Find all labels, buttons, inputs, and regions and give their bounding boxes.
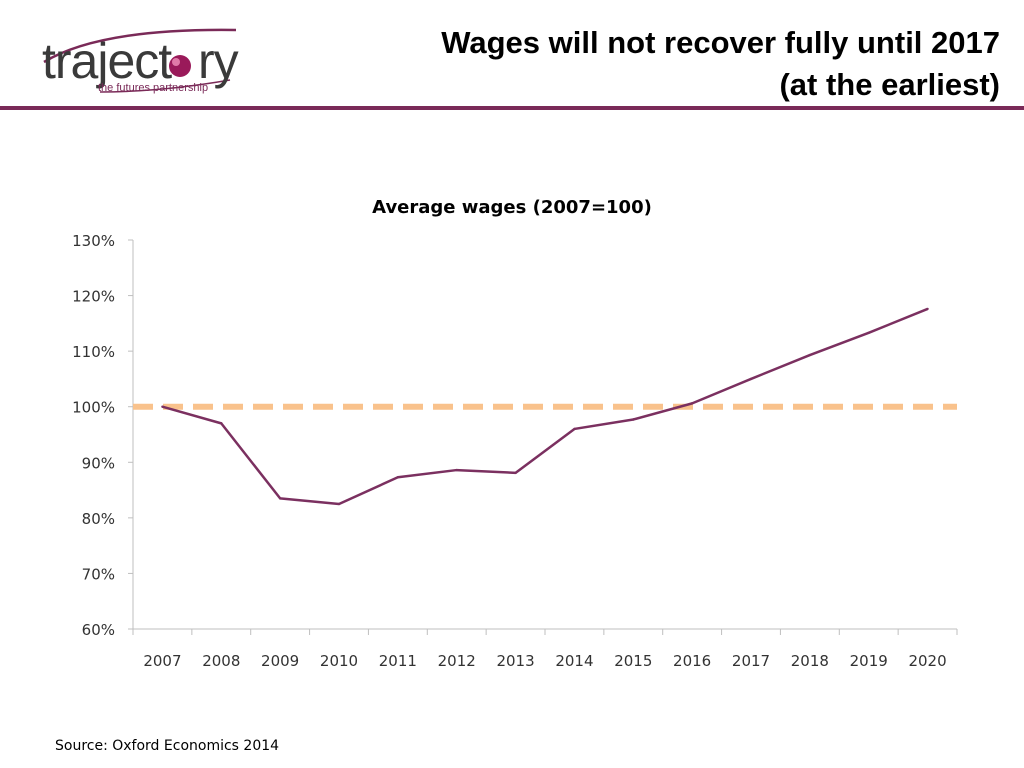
data-point: [220, 422, 223, 425]
series-line: [162, 307, 929, 506]
x-tick-label: 2017: [732, 652, 770, 670]
y-tick-label: 100%: [72, 399, 115, 417]
data-point: [690, 402, 694, 405]
x-tick-label: 2011: [379, 652, 417, 670]
x-tick-label: 2019: [850, 652, 888, 670]
x-tick-label: 2014: [555, 652, 593, 670]
slide-title: Wages will not recover fully until 2017 …: [360, 22, 1000, 106]
chart-title: Average wages (2007=100): [372, 197, 652, 218]
y-tick-label: 90%: [82, 454, 115, 472]
y-tick-label: 70%: [82, 565, 115, 583]
x-tick-label: 2008: [202, 652, 240, 670]
y-tick-label: 130%: [72, 232, 115, 250]
source-note: Source: Oxford Economics 2014: [55, 738, 280, 754]
y-tick-label: 110%: [72, 343, 115, 361]
logo-wordmark: trajectory: [42, 33, 239, 89]
x-tick-label: 2013: [496, 652, 534, 670]
logo-swoosh-icon: [43, 28, 237, 93]
x-tick-label: 2020: [908, 652, 946, 670]
data-point: [573, 427, 576, 431]
data-point: [749, 377, 753, 381]
data-point: [396, 476, 400, 479]
slide-title-line-2: (at the earliest): [779, 67, 1000, 102]
data-point: [867, 331, 870, 335]
x-tick-label: 2015: [614, 652, 652, 670]
x-tick-label: 2012: [438, 652, 476, 670]
trajectory-logo: trajectory the futures partnership: [40, 22, 240, 102]
data-point: [926, 307, 929, 311]
data-point: [337, 502, 341, 506]
data-point: [278, 497, 282, 500]
logo-tagline: the futures partnership: [98, 82, 209, 94]
y-tick-label: 120%: [72, 288, 115, 306]
data-point: [161, 405, 164, 408]
x-tick-label: 2009: [261, 652, 299, 670]
x-tick-label: 2010: [320, 652, 358, 670]
x-tick-label: 2018: [791, 652, 829, 670]
y-tick-labels: 60% 70% 80% 90% 100% 110% 120% 130%: [72, 232, 115, 639]
y-tick-label: 60%: [82, 621, 115, 639]
wage-line-chart: Average wages (2007=100) 2007 2008 2009 201…: [72, 197, 958, 670]
x-tick-label: 2007: [143, 652, 181, 670]
data-point: [455, 468, 458, 472]
data-point: [514, 471, 517, 475]
x-tick-label: 2016: [673, 652, 711, 670]
data-point: [808, 353, 812, 357]
y-tick-label: 80%: [82, 510, 115, 528]
series-group: [161, 307, 929, 506]
slide-title-line-1: Wages will not recover fully until 2017: [441, 25, 1000, 60]
chart-axes: [128, 239, 958, 635]
data-point: [632, 418, 635, 421]
x-tick-labels: 2007 2008 2009 2010 2011 2012 2013 2014 2015 2016…: [143, 652, 946, 670]
header-divider: [0, 106, 1024, 110]
